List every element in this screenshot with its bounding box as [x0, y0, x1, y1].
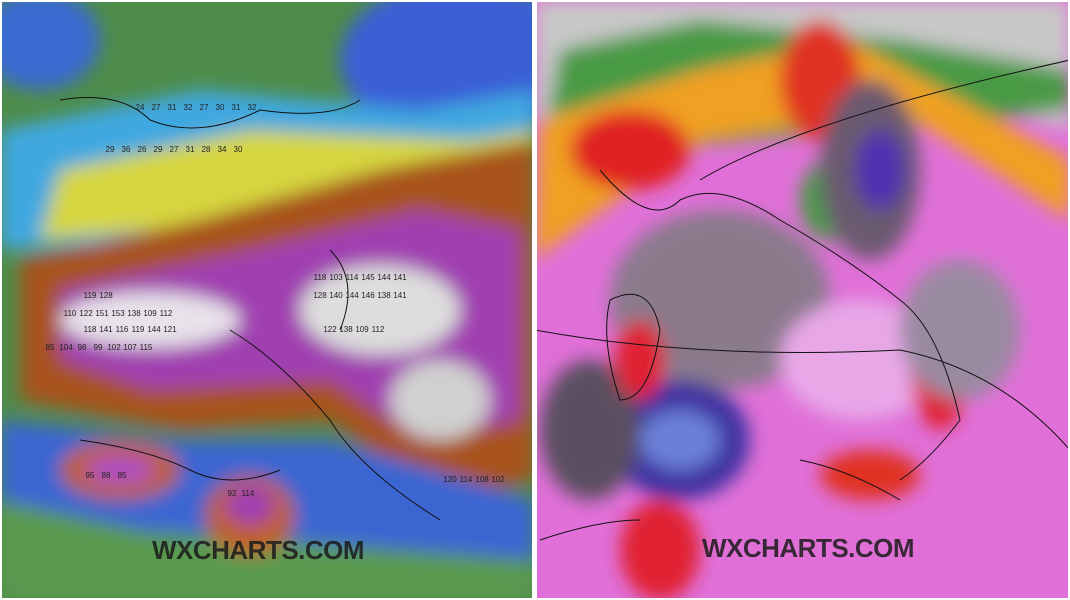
gust-value: 31 [232, 103, 241, 112]
gust-value: 99 [94, 343, 103, 352]
gust-value: 109 [143, 309, 157, 318]
coastline [537, 59, 1068, 541]
gust-value: 32 [248, 103, 257, 112]
gust-value: 107 [123, 343, 137, 352]
gust-value: 26 [138, 145, 147, 154]
right-map: WXCHARTS.COM [537, 2, 1068, 598]
gust-value: 27 [170, 145, 179, 154]
gust-value: 92 [228, 489, 237, 498]
gust-value: 118 [314, 273, 327, 282]
gust-value: 138 [127, 309, 141, 318]
gust-value: 102 [107, 343, 121, 352]
gust-value: 115 [140, 343, 153, 352]
gust-value: 128 [313, 291, 327, 300]
gust-value: 108 [475, 475, 489, 484]
gust-value: 110 [64, 309, 77, 318]
watermark: WXCHARTS.COM [702, 533, 914, 563]
gust-value: 104 [59, 343, 73, 352]
gust-value: 114 [346, 273, 359, 282]
gust-value: 146 [361, 291, 375, 300]
gust-value: 30 [234, 145, 243, 154]
gust-value: 140 [329, 291, 343, 300]
gust-value: 153 [111, 309, 125, 318]
gust-value: 122 [79, 309, 93, 318]
gust-value: 114 [242, 489, 255, 498]
gust-value: 141 [393, 273, 407, 282]
gust-value: 98 [78, 343, 87, 352]
gust-value: 88 [102, 471, 111, 480]
gust-value: 24 [136, 103, 145, 112]
gust-value: 29 [106, 145, 115, 154]
gust-value: 128 [99, 291, 113, 300]
gust-value: 103 [329, 273, 343, 282]
gust-value: 114 [460, 475, 473, 484]
gust-value: 138 [377, 291, 391, 300]
gust-value: 138 [339, 325, 353, 334]
gust-value: 27 [152, 103, 161, 112]
gust-value: 145 [361, 273, 375, 282]
gust-value: 31 [186, 145, 195, 154]
gust-value: 109 [355, 325, 369, 334]
gust-value: 116 [116, 325, 129, 334]
gust-value: 118 [84, 325, 97, 334]
gust-value: 31 [168, 103, 177, 112]
gust-value: 141 [99, 325, 113, 334]
gust-value: 27 [200, 103, 209, 112]
gust-value: 151 [95, 309, 109, 318]
gust-value: 85 [118, 471, 127, 480]
gust-value: 144 [147, 325, 161, 334]
coastline [59, 97, 441, 521]
gust-value: 28 [202, 145, 211, 154]
gust-value: 102 [491, 475, 505, 484]
gust-value: 144 [345, 291, 359, 300]
gust-value: 29 [154, 145, 163, 154]
divider [534, 0, 537, 600]
gust-value: 112 [160, 309, 173, 318]
gust-value: 119 [84, 291, 97, 300]
gust-value: 34 [218, 145, 227, 154]
gust-value: 32 [184, 103, 193, 112]
gust-value: 95 [86, 471, 95, 480]
gust-value: 121 [163, 325, 177, 334]
gust-value: 120 [443, 475, 457, 484]
gust-value: 141 [393, 291, 407, 300]
gust-value: 122 [323, 325, 337, 334]
watermark: WXCHARTS.COM [152, 535, 364, 565]
gust-value: 112 [372, 325, 385, 334]
gust-value: 144 [377, 273, 391, 282]
gust-value: 36 [122, 145, 131, 154]
gust-value: 119 [132, 325, 145, 334]
gust-value: 30 [216, 103, 225, 112]
gust-value: 85 [46, 343, 55, 352]
